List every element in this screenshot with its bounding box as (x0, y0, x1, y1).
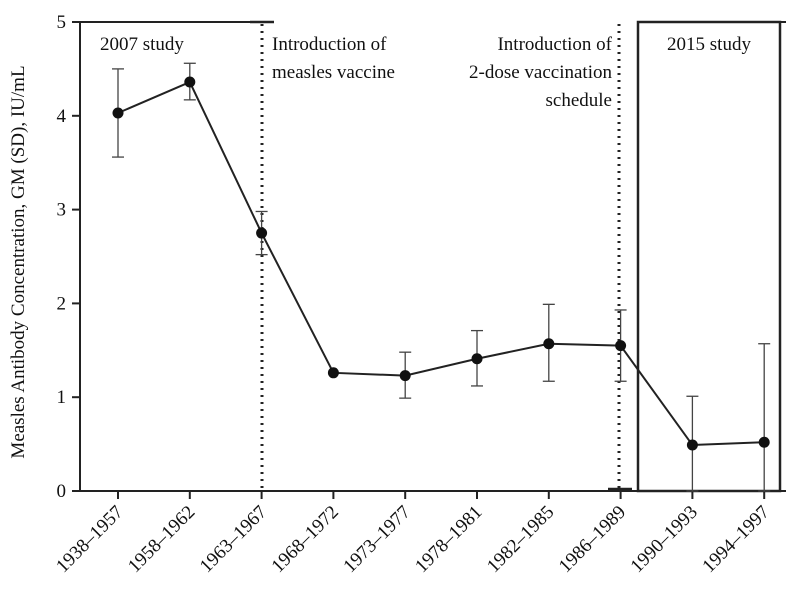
x-tick-label: 1990–1993 (627, 502, 702, 577)
annotation-2007-study: 2007 study (100, 34, 184, 55)
y-tick-label: 5 (57, 12, 67, 33)
y-axis-label: Measles Antibody Concentration, GM (SD),… (8, 65, 29, 458)
x-tick-label: 1986–1989 (555, 502, 630, 577)
annotation-twodose-line1: Introduction of (497, 34, 612, 55)
y-axis-ticks: 0 1 2 3 4 5 (57, 12, 80, 502)
x-tick-label: 1978–1981 (411, 502, 486, 577)
annotation-twodose-line3: schedule (546, 90, 612, 111)
study-2015-box (636, 20, 782, 493)
y-tick-label: 4 (57, 106, 67, 127)
data-point (112, 107, 124, 119)
data-point (184, 76, 196, 88)
data-point (686, 439, 698, 451)
x-tick-label: 1994–1997 (698, 502, 773, 577)
series-line-group (117, 80, 765, 447)
y-tick-label: 1 (57, 387, 67, 408)
series-line (117, 80, 765, 447)
y-tick-label: 2 (57, 293, 67, 314)
data-point (471, 353, 483, 365)
y-tick-label: 3 (57, 200, 67, 221)
annotation-vaccine-line1: Introduction of (272, 34, 387, 55)
y-tick-label: 0 (57, 481, 67, 502)
x-tick-label: 1963–1967 (196, 502, 271, 577)
annotation-vaccine-line2: measles vaccine (272, 62, 395, 83)
x-tick-label: 1973–1977 (339, 502, 414, 577)
data-point (327, 367, 339, 379)
x-tick-label: 1982–1985 (483, 502, 558, 577)
x-axis-ticks: 1938–19571958–19621963–19671968–19721973… (52, 491, 774, 577)
data-point (615, 340, 627, 352)
x-tick-label: 1968–1972 (268, 502, 343, 577)
data-points (112, 76, 770, 451)
annotation-2015-study: 2015 study (667, 34, 751, 55)
data-point (256, 227, 268, 239)
data-point (399, 370, 411, 382)
plot-frame (79, 20, 786, 492)
x-tick-label: 1958–1962 (124, 502, 199, 577)
data-point (758, 436, 770, 448)
x-tick-label: 1938–1957 (52, 502, 127, 577)
annotation-twodose-line2: 2-dose vaccination (469, 62, 612, 83)
data-point (543, 338, 555, 350)
